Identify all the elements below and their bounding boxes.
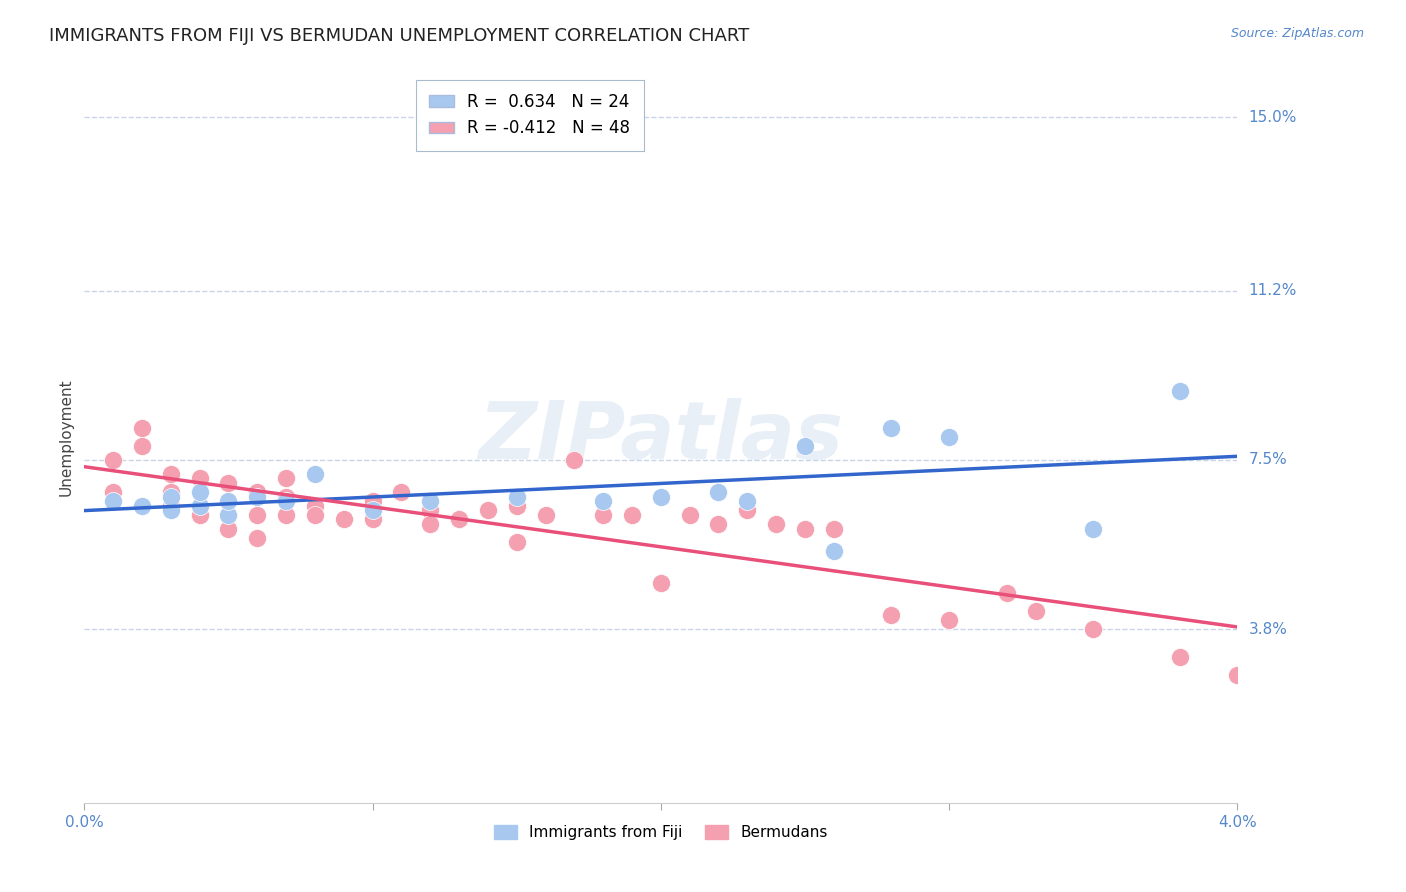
Point <box>276 490 298 504</box>
Text: 11.2%: 11.2% <box>1249 284 1296 298</box>
Point <box>218 494 240 508</box>
Point <box>188 485 211 500</box>
Point <box>564 453 586 467</box>
Point <box>1226 667 1249 681</box>
Text: IMMIGRANTS FROM FIJI VS BERMUDAN UNEMPLOYMENT CORRELATION CHART: IMMIGRANTS FROM FIJI VS BERMUDAN UNEMPLO… <box>49 27 749 45</box>
Point <box>361 512 384 526</box>
Point <box>880 608 903 623</box>
Text: 7.5%: 7.5% <box>1249 452 1286 467</box>
Point <box>534 508 557 522</box>
Point <box>477 503 499 517</box>
Point <box>246 508 269 522</box>
Point <box>506 499 529 513</box>
Point <box>737 503 759 517</box>
Point <box>794 521 817 535</box>
Point <box>592 508 614 522</box>
Point <box>419 516 441 531</box>
Point <box>650 576 672 591</box>
Point <box>304 467 326 481</box>
Point <box>707 485 730 500</box>
Point <box>938 613 960 627</box>
Point <box>592 494 614 508</box>
Point <box>188 471 211 485</box>
Point <box>737 494 759 508</box>
Point <box>246 490 269 504</box>
Point <box>218 521 240 535</box>
Point <box>1168 384 1191 399</box>
Point <box>1083 622 1105 636</box>
Point <box>361 494 384 508</box>
Text: 3.8%: 3.8% <box>1249 622 1288 637</box>
Point <box>246 485 269 500</box>
Point <box>218 508 240 522</box>
Point <box>938 430 960 444</box>
Point <box>188 508 211 522</box>
Point <box>995 585 1018 599</box>
Point <box>103 453 124 467</box>
Point <box>506 490 529 504</box>
Text: 15.0%: 15.0% <box>1249 110 1296 125</box>
Point <box>160 490 183 504</box>
Point <box>333 512 356 526</box>
Point <box>103 485 124 500</box>
Point <box>621 508 644 522</box>
Point <box>103 494 124 508</box>
Point <box>218 508 240 522</box>
Point <box>765 516 787 531</box>
Point <box>276 494 298 508</box>
Point <box>160 485 183 500</box>
Point <box>304 508 326 522</box>
Point <box>188 499 211 513</box>
Point <box>131 499 153 513</box>
Point <box>391 485 413 500</box>
Point <box>160 499 183 513</box>
Point <box>131 439 153 453</box>
Point <box>276 471 298 485</box>
Text: ZIPatlas: ZIPatlas <box>478 398 844 476</box>
Point <box>449 512 471 526</box>
Point <box>823 544 845 558</box>
Point <box>160 467 183 481</box>
Point <box>880 421 903 435</box>
Point <box>794 439 817 453</box>
Point <box>218 475 240 490</box>
Point <box>246 531 269 545</box>
Point <box>361 503 384 517</box>
Point <box>276 508 298 522</box>
Point <box>707 516 730 531</box>
Point <box>650 490 672 504</box>
Text: Source: ZipAtlas.com: Source: ZipAtlas.com <box>1230 27 1364 40</box>
Point <box>419 494 441 508</box>
Legend: Immigrants from Fiji, Bermudans: Immigrants from Fiji, Bermudans <box>488 819 834 847</box>
Point <box>304 499 326 513</box>
Point <box>1083 521 1105 535</box>
Point <box>1025 604 1047 618</box>
Y-axis label: Unemployment: Unemployment <box>58 378 73 496</box>
Point <box>131 421 153 435</box>
Point <box>1168 649 1191 664</box>
Point <box>823 521 845 535</box>
Point <box>160 503 183 517</box>
Point <box>506 535 529 549</box>
Point <box>679 508 702 522</box>
Point <box>419 503 441 517</box>
